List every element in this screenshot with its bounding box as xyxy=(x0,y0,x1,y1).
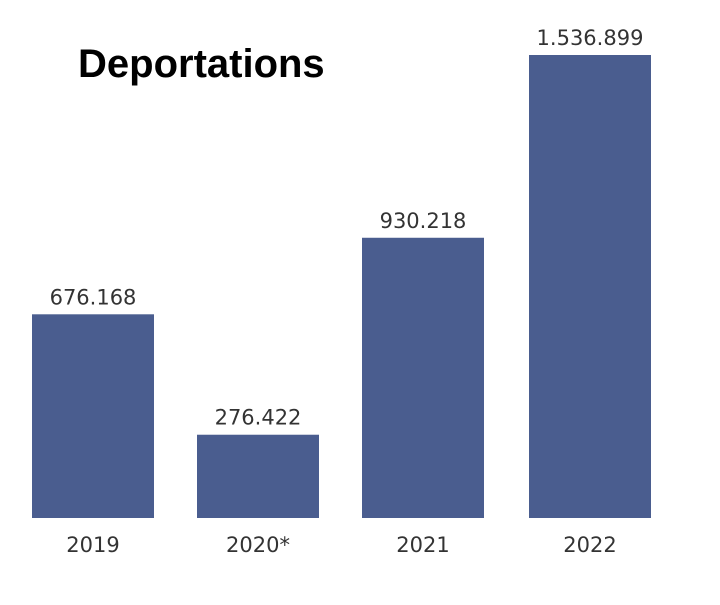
value-labels-group: 676.168 276.422 930.218 1.536.899 xyxy=(50,26,644,430)
value-label-3: 1.536.899 xyxy=(537,26,644,50)
bars-group xyxy=(32,55,651,518)
bar-3 xyxy=(529,55,651,518)
bar-1 xyxy=(197,434,319,518)
x-tick-label-3: 2022 xyxy=(563,533,616,557)
bar-2 xyxy=(362,237,484,518)
x-tick-labels-group: 2019 2020* 2021 2022 xyxy=(66,533,616,557)
x-tick-label-0: 2019 xyxy=(66,533,119,557)
value-label-2: 930.218 xyxy=(380,209,467,233)
value-label-0: 676.168 xyxy=(50,285,137,309)
bar-0 xyxy=(32,314,154,518)
chart-title: Deportations xyxy=(78,42,325,86)
value-label-1: 276.422 xyxy=(215,406,302,430)
x-tick-label-1: 2020* xyxy=(226,533,290,557)
x-tick-label-2: 2021 xyxy=(396,533,449,557)
